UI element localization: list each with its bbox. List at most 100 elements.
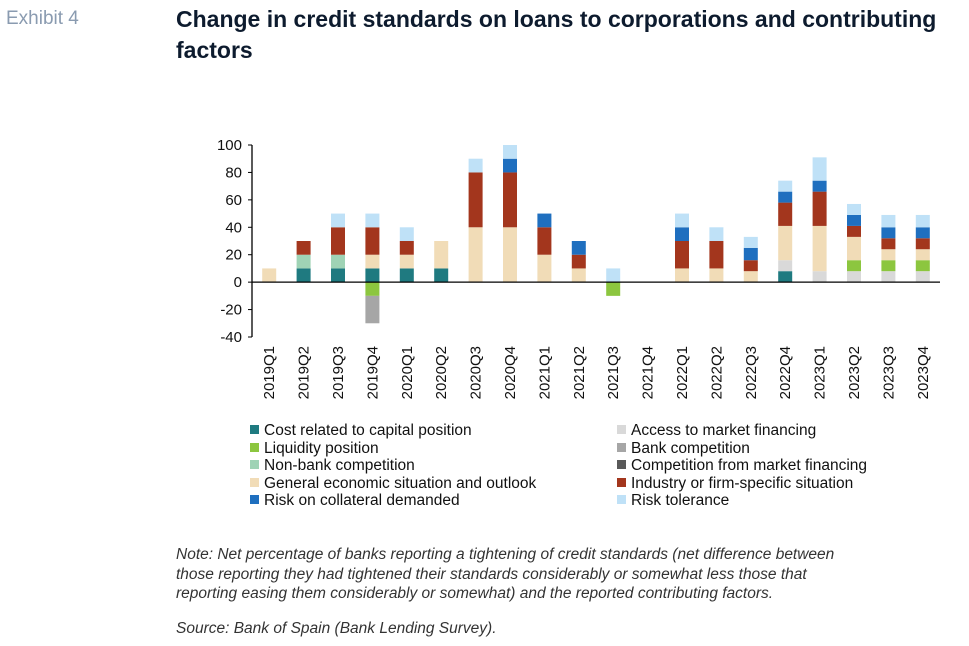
bar-segment-2020Q4-s7 (503, 172, 517, 228)
bar-segment-2020Q4-s9 (503, 145, 517, 159)
x-tick-label: 2023Q4 (915, 346, 932, 399)
bar-segment-2022Q1-s8 (675, 227, 689, 241)
bar-segment-2023Q3-s2 (881, 260, 896, 272)
bar-segment-2023Q4-s8 (915, 227, 930, 239)
bar-segment-2022Q1-s7 (675, 241, 689, 269)
legend-item: Cost related to capital position (250, 422, 472, 440)
y-tick-label: 80 (225, 164, 242, 181)
bar-segment-2022Q2-s7 (709, 241, 724, 269)
chart-source: Source: Bank of Spain (Bank Lending Surv… (176, 620, 497, 637)
legend-item: Access to market financing (617, 422, 816, 440)
bar-segment-2023Q3-s6 (881, 249, 896, 261)
x-tick-label: 2023Q1 (812, 346, 829, 399)
x-tick-label: 2019Q4 (364, 346, 381, 399)
legend-item: Industry or firm-specific situation (617, 475, 853, 493)
bar-segment-2021Q1-s7 (537, 227, 552, 255)
y-tick-label: -40 (220, 329, 242, 346)
bar-segment-2021Q2-s6 (571, 268, 586, 283)
x-tick-label: 2020Q2 (433, 346, 450, 399)
bar-segment-2023Q2-s6 (847, 236, 861, 261)
x-tick-label: 2020Q3 (468, 346, 485, 399)
bar-segment-2019Q3-s7 (331, 227, 345, 255)
bar-segment-2019Q4-s9 (365, 213, 380, 228)
legend-item: Non-bank competition (250, 457, 415, 475)
legend-swatch (617, 495, 626, 504)
bar-segment-2023Q4-s9 (915, 214, 930, 228)
legend-swatch (250, 477, 259, 487)
x-tick-label: 2023Q3 (880, 346, 897, 399)
bar-segment-2019Q4-s7 (365, 227, 380, 255)
bar-segment-2019Q3-s4 (331, 254, 345, 269)
bar-segment-2023Q3-s8 (881, 227, 896, 239)
x-tick-label: 2019Q1 (261, 346, 278, 399)
bar-segment-2019Q2-s7 (296, 241, 311, 255)
legend-label: Bank competition (631, 439, 750, 457)
bar-segment-2023Q2-s1 (847, 271, 861, 283)
x-tick-label: 2019Q3 (330, 346, 347, 399)
y-tick-label: -20 (220, 302, 242, 319)
bar-segment-2022Q4-s0 (778, 271, 793, 283)
bar-segment-2022Q3-s8 (743, 247, 758, 261)
bar-segment-2019Q2-s0 (296, 268, 311, 283)
legend-swatch (250, 460, 259, 469)
bar-segment-2020Q4-s8 (503, 158, 517, 173)
bar-segment-2022Q2-s9 (709, 227, 724, 241)
bar-segment-2023Q4-s2 (915, 260, 930, 272)
legend-swatch (250, 495, 259, 504)
bar-segment-2020Q2-s6 (434, 241, 449, 269)
legend-label: Access to market financing (631, 422, 817, 439)
bar-segment-2019Q4-s2 (365, 282, 380, 296)
bar-segment-2022Q1-s9 (675, 213, 689, 228)
bar-segment-2020Q1-s0 (399, 268, 414, 283)
legend-item: Risk tolerance (617, 492, 729, 510)
bar-segment-2022Q1-s6 (675, 268, 689, 283)
legend-swatch (250, 425, 259, 434)
legend-label: Cost related to capital position (264, 422, 472, 439)
x-tick-label: 2022Q3 (743, 346, 760, 399)
bar-segment-2023Q4-s1 (915, 271, 930, 283)
stacked-bar-chart: -40 -20 0 20 40 60 80 100 2019Q1 2019Q2 2019Q3 2019… (217, 137, 940, 399)
bar-segment-2022Q3-s7 (743, 260, 758, 272)
bar-segment-2020Q3-s6 (468, 227, 483, 283)
legend-swatch (617, 460, 626, 469)
note-line-1: Note: Net percentage of banks reporting … (176, 546, 835, 563)
bar-segment-2022Q4-s1 (778, 260, 793, 272)
legend-label: General economic situation and outlook (264, 474, 537, 492)
legend-label: Non-bank competition (264, 457, 415, 474)
note-line-3: reporting easing them considerably or so… (176, 585, 774, 602)
bar-segment-2023Q4-s7 (915, 238, 930, 250)
legend-swatch (617, 425, 626, 434)
bar-segment-2022Q3-s9 (743, 236, 758, 248)
y-tick-label: 0 (234, 274, 242, 291)
y-tick-label: 60 (225, 192, 242, 209)
bar-segment-2021Q2-s8 (571, 241, 586, 255)
note-line-2: those reporting they had tightened their… (176, 565, 807, 583)
x-tick-label: 2021Q3 (605, 346, 622, 399)
bar-segment-2019Q4-s3 (365, 295, 380, 324)
y-tick-label: 40 (225, 219, 242, 236)
legend-label: Liquidity position (264, 439, 379, 457)
bar-segment-2023Q2-s7 (847, 225, 861, 237)
legend-swatch (617, 477, 626, 487)
bar-segment-2020Q1-s9 (399, 227, 414, 241)
bar-segment-2023Q3-s1 (881, 271, 896, 283)
y-tick-label: 100 (217, 137, 242, 154)
x-tick-label: 2022Q1 (674, 346, 691, 399)
x-tick-label: 2022Q2 (708, 346, 725, 399)
bar-segment-2022Q3-s6 (743, 271, 758, 283)
legend-item: Bank competition (617, 440, 750, 458)
legend-label: Risk tolerance (631, 492, 730, 509)
x-tick-label: 2021Q2 (571, 346, 588, 399)
chart-title: Change in credit standards on loans to c… (176, 6, 937, 63)
bar-segment-2023Q1-s1 (812, 271, 827, 283)
bar-segment-2023Q1-s9 (812, 157, 827, 181)
bar-segment-2023Q2-s2 (847, 260, 861, 272)
bar-segment-2023Q2-s9 (847, 203, 861, 215)
legend-label: Industry or firm-specific situation (631, 474, 854, 492)
bar-segment-2023Q1-s6 (812, 225, 827, 272)
legend-item: Risk on collateral demanded (250, 492, 460, 510)
legend-label: Risk on collateral demanded (264, 492, 460, 509)
exhibit-label: Exhibit 4 (6, 8, 79, 29)
bar-segment-2023Q4-s6 (915, 249, 930, 261)
bar-segment-2021Q2-s7 (571, 254, 586, 269)
